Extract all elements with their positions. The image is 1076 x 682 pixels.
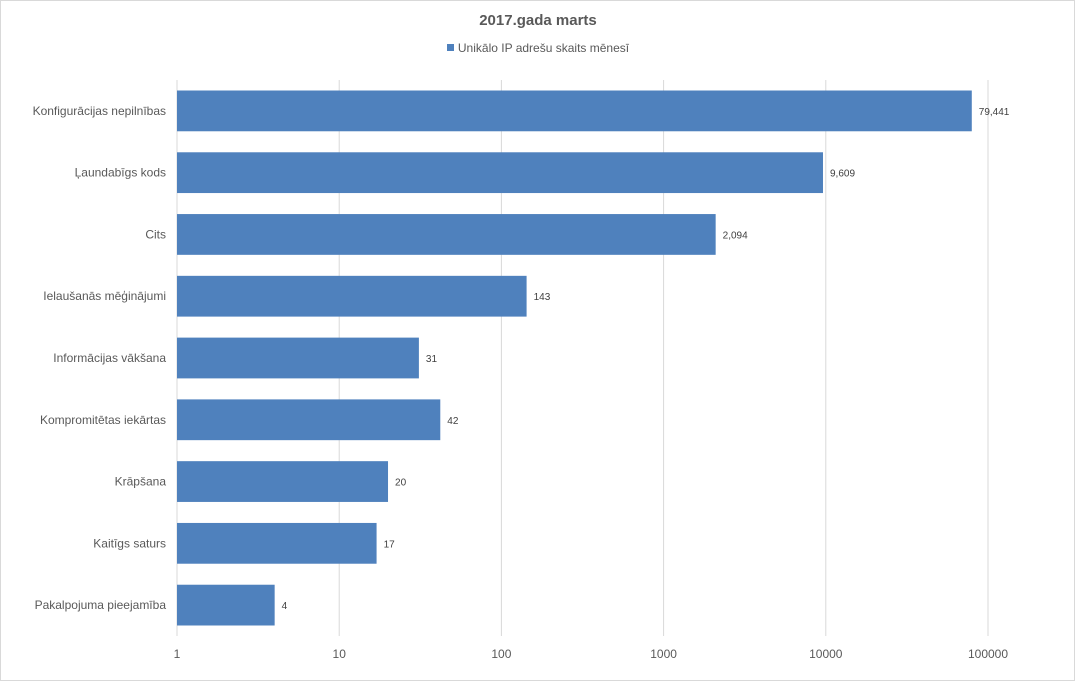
- legend-swatch: [446, 44, 454, 51]
- legend: Unikālo IP adrešu skaits mēnesī: [0, 41, 1076, 55]
- category-label: Pakalpojuma pieejamība: [35, 598, 167, 612]
- x-tick-label: 10: [333, 647, 347, 661]
- data-label: 31: [426, 354, 438, 365]
- bar: [177, 399, 441, 441]
- x-tick-label: 1000: [650, 647, 677, 661]
- x-tick-label: 10000: [809, 647, 843, 661]
- bar: [177, 584, 275, 626]
- category-label: Kaitīgs saturs: [93, 536, 166, 550]
- data-label: 4: [282, 601, 288, 612]
- bar: [177, 214, 716, 255]
- bar: [177, 152, 823, 194]
- legend-label: Unikālo IP adrešu skaits mēnesī: [457, 41, 630, 55]
- bar: [177, 337, 419, 379]
- x-tick-label: 100: [491, 647, 511, 661]
- chart-title: 2017.gada marts: [479, 12, 597, 29]
- category-label: Kompromitētas iekārtas: [40, 413, 166, 427]
- x-tick-label: 1: [174, 647, 181, 661]
- data-label: 9,609: [830, 169, 855, 180]
- data-label: 79,441: [979, 107, 1010, 118]
- category-label: Ļaundabīgs kods: [75, 166, 166, 180]
- x-tick-label: 100000: [968, 647, 1008, 661]
- data-label: 20: [395, 478, 407, 489]
- bar: [177, 522, 377, 564]
- category-label: Konfigurācijas nepilnības: [33, 104, 166, 118]
- category-label: Krāpšana: [115, 475, 167, 489]
- category-label: Cits: [145, 227, 166, 241]
- bar: [177, 275, 527, 317]
- data-label: 17: [384, 539, 396, 550]
- category-label: Informācijas vākšana: [53, 351, 166, 365]
- data-label: 143: [534, 292, 551, 303]
- category-label: Ielaušanās mēģinājumi: [43, 289, 166, 303]
- bar: [177, 90, 972, 132]
- data-label: 42: [447, 416, 459, 427]
- bar: [177, 461, 389, 502]
- data-label: 2,094: [723, 230, 748, 241]
